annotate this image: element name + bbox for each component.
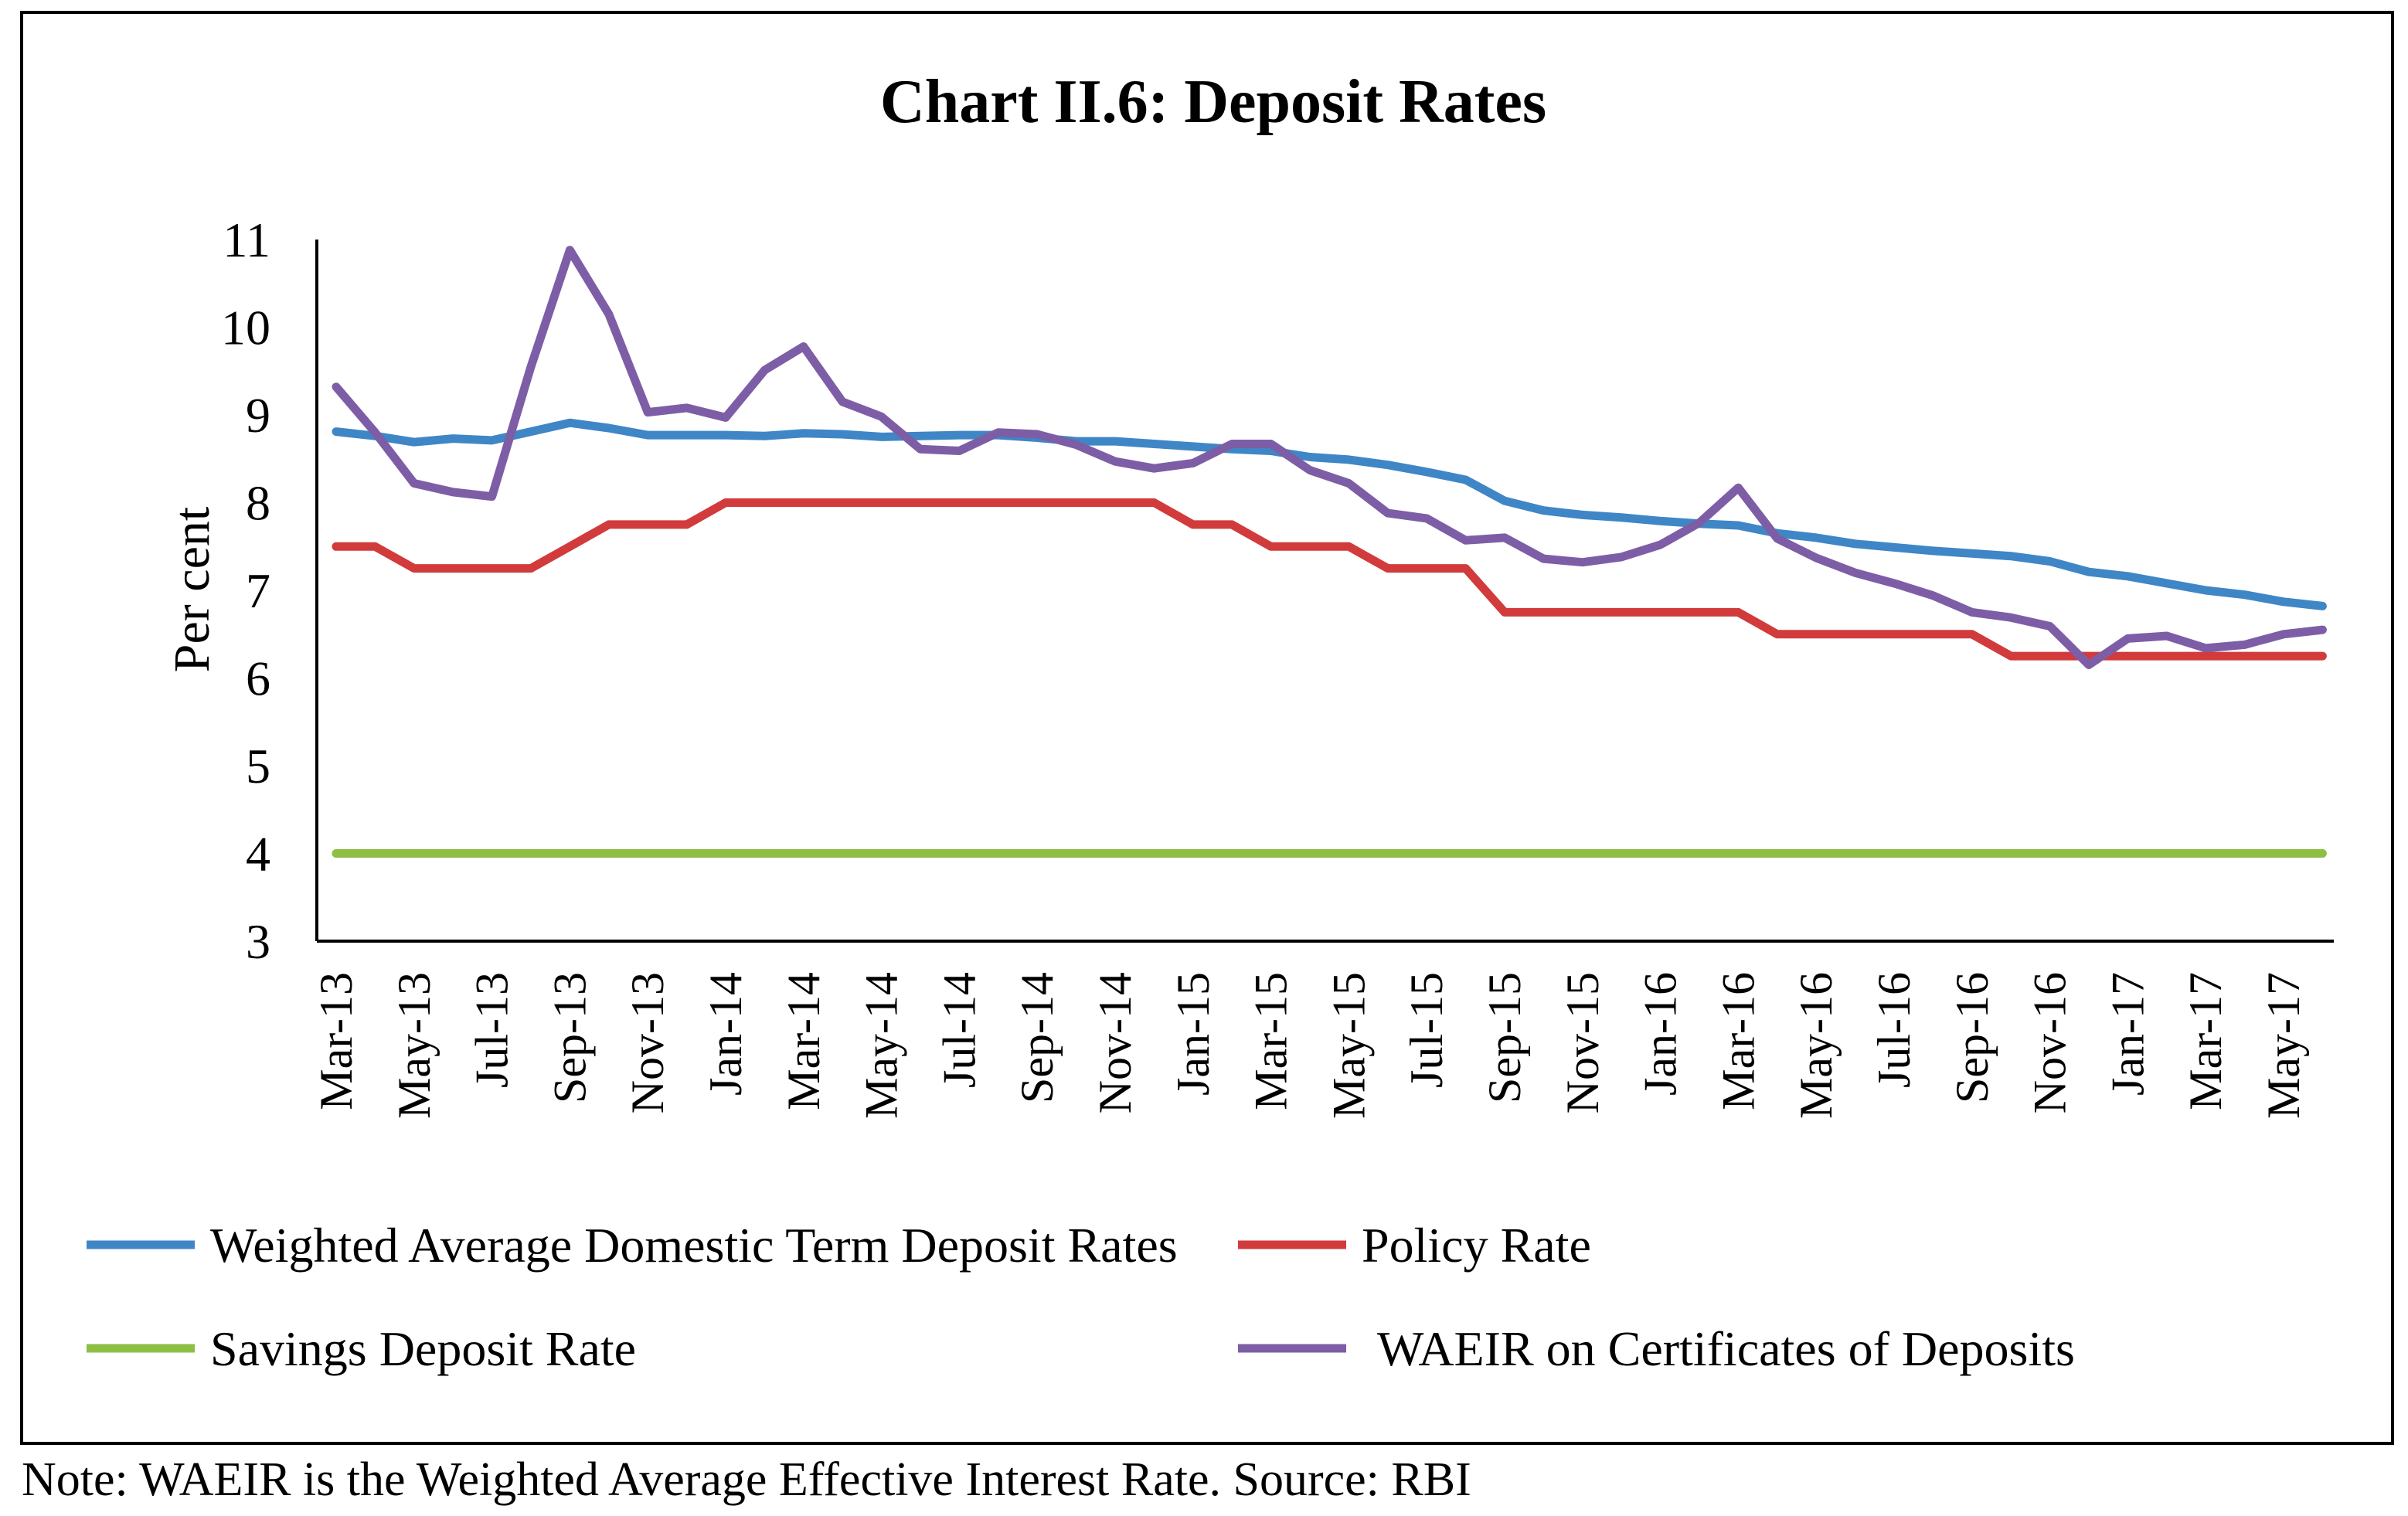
x-tick-label: Jul-14 <box>934 972 985 1088</box>
series-line-policy-rate <box>332 498 2327 661</box>
y-tick-label: 6 <box>246 651 270 706</box>
x-tick-label: Nov-15 <box>1557 972 1608 1113</box>
y-tick-label: 9 <box>246 388 270 443</box>
series-line-weighted-average-domestic-term-deposit-rates <box>332 418 2327 610</box>
x-tick-label: May-16 <box>1791 972 1842 1119</box>
x-tick-label: Sep-16 <box>1947 972 1998 1103</box>
x-tick-label: Nov-13 <box>622 972 673 1113</box>
x-tick-label: Sep-14 <box>1012 972 1063 1103</box>
series-lines <box>332 246 2327 858</box>
x-tick-label: Jul-16 <box>1869 972 1920 1088</box>
legend: Weighted Average Domestic Term Deposit R… <box>87 1218 2075 1376</box>
y-axis-label: Per cent <box>164 507 220 672</box>
legend-label: Policy Rate <box>1362 1218 1591 1273</box>
x-tick-label: May-15 <box>1323 972 1374 1119</box>
x-tick-label: Jul-15 <box>1401 972 1452 1088</box>
x-tick-label: May-17 <box>2258 972 2309 1119</box>
legend-label: Savings Deposit Rate <box>210 1321 636 1376</box>
y-tick-label: 4 <box>246 827 270 882</box>
x-tick-label: May-14 <box>856 972 907 1119</box>
x-tick-label: Jul-13 <box>467 972 518 1088</box>
y-tick-label: 3 <box>246 914 270 969</box>
legend-label: Weighted Average Domestic Term Deposit R… <box>210 1218 1178 1273</box>
x-tick-label: Mar-16 <box>1712 972 1763 1110</box>
x-tick-label: Sep-13 <box>544 972 595 1103</box>
x-tick-label: Mar-15 <box>1246 972 1297 1110</box>
x-tick-label: Jan-14 <box>700 972 751 1096</box>
x-tick-label: Mar-14 <box>778 972 829 1110</box>
y-tick-label: 7 <box>246 563 270 618</box>
x-tick-label: Jan-15 <box>1168 972 1219 1096</box>
chart-title: Chart II.6: Deposit Rates <box>880 68 1546 136</box>
x-tick-label: Sep-15 <box>1479 972 1530 1103</box>
axes: 3 4 5 6 7 8 9 10 11 Mar-13 May-13 Jul-13 Sep-13 Nov-1… <box>221 212 2334 1119</box>
chart-frame: Chart II.6: Deposit Rates Per cent 3 4 5 6 7… <box>20 11 2394 1445</box>
x-tick-label: Mar-17 <box>2180 972 2231 1110</box>
y-tick-label: 5 <box>246 739 270 794</box>
x-tick-label: Jan-16 <box>1635 972 1686 1096</box>
x-tick-label: Nov-16 <box>2025 972 2076 1113</box>
series-line-waeir-on-certificates-of-deposits <box>332 246 2327 669</box>
source-note: Note: WAEIR is the Weighted Average Effe… <box>22 1453 1471 1506</box>
x-tick-label: Jan-17 <box>2102 972 2153 1096</box>
y-tick-label: 8 <box>246 476 270 531</box>
y-tick-label: 11 <box>223 212 270 267</box>
line-chart: Chart II.6: Deposit Rates Per cent 3 4 5 6 7… <box>87 68 2334 1376</box>
x-tick-label: Nov-14 <box>1090 972 1141 1113</box>
legend-label: WAEIR on Certificates of Deposits <box>1377 1321 2075 1376</box>
x-tick-label: Mar-13 <box>311 972 362 1110</box>
x-tick-label: May-13 <box>389 972 440 1119</box>
y-tick-label: 10 <box>221 301 270 355</box>
